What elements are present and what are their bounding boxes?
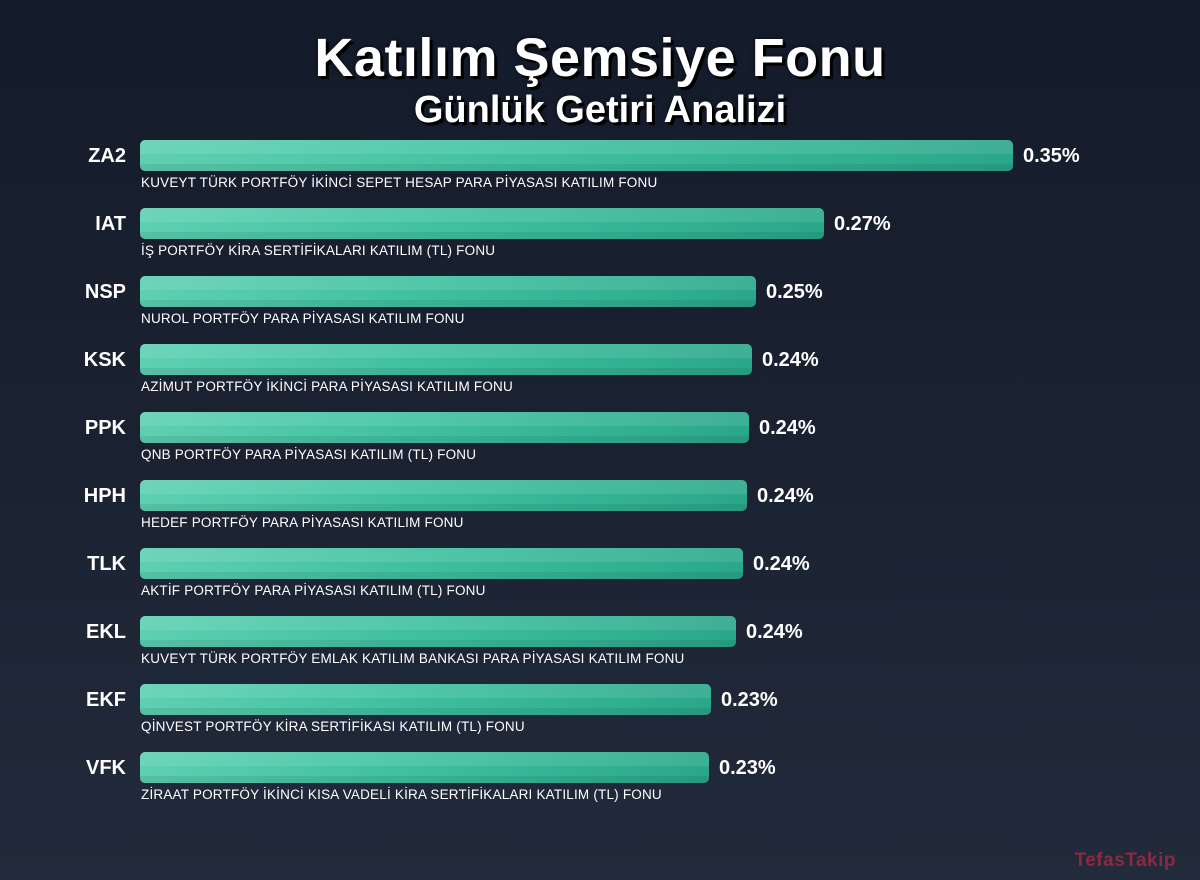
- bar-iat: [140, 208, 824, 239]
- fund-name: NUROL PORTFÖY PARA PİYASASI KATILIM FONU: [141, 311, 465, 326]
- value-label: 0.23%: [719, 757, 776, 779]
- fund-name: AZİMUT PORTFÖY İKİNCİ PARA PİYASASI KATI…: [141, 379, 513, 394]
- bar-ppk: [140, 412, 749, 443]
- category-label: EKF: [86, 689, 126, 711]
- fund-name: HEDEF PORTFÖY PARA PİYASASI KATILIM FONU: [141, 515, 464, 530]
- bar-nsp: [140, 276, 756, 307]
- fund-name: QNB PORTFÖY PARA PİYASASI KATILIM (TL) F…: [141, 447, 477, 462]
- category-label: PPK: [84, 417, 126, 439]
- value-label: 0.24%: [753, 553, 810, 575]
- bar-ekl: [140, 616, 736, 647]
- category-label: IAT: [95, 213, 126, 235]
- bar-hph: [140, 480, 747, 511]
- bar-vfk: [140, 752, 709, 783]
- chart-title: Katılım Şemsiye Fonu: [314, 28, 886, 88]
- bar-ekf: [140, 684, 711, 715]
- chart-subtitle: Günlük Getiri Analizi: [413, 89, 787, 131]
- fund-name: AKTİF PORTFÖY PARA PİYASASI KATILIM (TL)…: [141, 583, 486, 598]
- fund-name: KUVEYT TÜRK PORTFÖY İKİNCİ SEPET HESAP P…: [141, 175, 658, 190]
- fund-name: ZİRAAT PORTFÖY İKİNCİ KISA VADELİ KİRA S…: [141, 787, 662, 802]
- fund-name: İŞ PORTFÖY KİRA SERTİFİKALARI KATILIM (T…: [141, 243, 496, 258]
- category-label: HPH: [83, 485, 126, 507]
- value-label: 0.24%: [746, 621, 803, 643]
- value-label: 0.23%: [721, 689, 778, 711]
- category-label: KSK: [83, 349, 126, 371]
- value-label: 0.25%: [766, 281, 823, 303]
- fund-name: QİNVEST PORTFÖY KİRA SERTİFİKASI KATILIM…: [141, 719, 525, 734]
- bar-za2: [140, 140, 1013, 171]
- value-label: 0.27%: [834, 213, 891, 235]
- fund-name: KUVEYT TÜRK PORTFÖY EMLAK KATILIM BANKAS…: [141, 651, 685, 666]
- category-label: NSP: [84, 281, 126, 303]
- brand-watermark: TefasTakip: [1074, 850, 1176, 871]
- value-label: 0.24%: [762, 349, 819, 371]
- chart-header: Katılım Şemsiye Fonu Günlük Getiri Anali…: [0, 28, 1200, 132]
- category-label: EKL: [86, 621, 126, 643]
- value-label: 0.35%: [1023, 145, 1080, 167]
- value-label: 0.24%: [759, 417, 816, 439]
- category-label: ZA2: [88, 145, 126, 167]
- value-label: 0.24%: [757, 485, 814, 507]
- bar-tlk: [140, 548, 743, 579]
- bar-ksk: [140, 344, 752, 375]
- category-label: VFK: [86, 757, 126, 779]
- category-label: TLK: [87, 553, 126, 575]
